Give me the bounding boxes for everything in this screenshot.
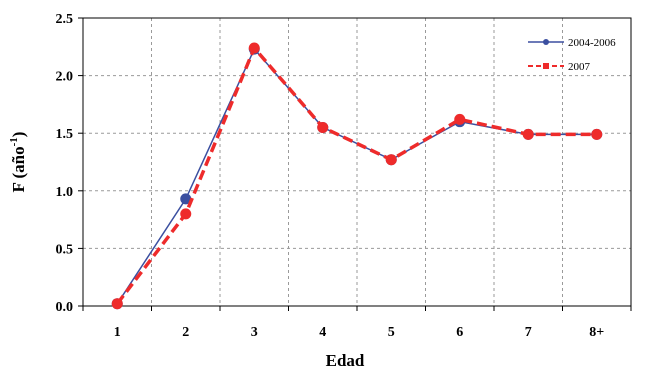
data-point — [180, 208, 192, 220]
x-tick-label: 2 — [182, 325, 189, 340]
series-2007 — [111, 42, 603, 310]
x-tick-labels: 1 2 3 4 5 6 7 8+ — [82, 306, 632, 340]
data-point — [454, 113, 466, 125]
y-tick-labels: 0.0 0.5 1.0 1.5 2.0 2.5 — [56, 12, 83, 315]
series-line — [115, 44, 597, 305]
y-tick-label: 1.0 — [56, 185, 74, 200]
legend-label: 2004-2006 — [568, 37, 616, 49]
series-lines — [111, 42, 603, 310]
data-point — [248, 42, 260, 54]
grid-lines — [83, 18, 631, 306]
x-axis-title: Edad — [326, 351, 365, 370]
y-tick-label: 0.5 — [56, 242, 74, 257]
y-axis-title: F (año-1) — [8, 132, 28, 193]
data-point — [385, 154, 397, 166]
x-tick-label: 7 — [525, 325, 532, 340]
legend-item: 2007 — [528, 61, 591, 73]
x-tick-label: 4 — [319, 325, 326, 340]
x-tick-label: 6 — [456, 325, 463, 340]
y-axis-title-superscript: -1 — [8, 137, 20, 146]
x-tick-label: 3 — [251, 325, 258, 340]
data-point — [317, 121, 329, 133]
y-axis-title-close: ) — [9, 132, 28, 138]
y-tick-label: 2.5 — [56, 12, 74, 27]
legend: 2004-2006 2007 — [528, 37, 616, 73]
y-tick-label: 2.0 — [56, 70, 74, 85]
data-point — [180, 193, 192, 205]
x-tick-label: 8+ — [589, 325, 604, 340]
y-tick-label: 0.0 — [56, 300, 74, 315]
y-tick-label: 1.5 — [56, 127, 74, 142]
data-point — [111, 298, 123, 310]
y-axis-title-main: F (año — [9, 146, 28, 192]
x-tick-label: 1 — [114, 325, 121, 340]
legend-label: 2007 — [568, 61, 591, 73]
legend-marker — [543, 63, 549, 69]
legend-marker — [543, 39, 549, 45]
data-point — [522, 128, 534, 140]
legend-item: 2004-2006 — [528, 37, 616, 49]
x-tick-label: 5 — [388, 325, 395, 340]
data-point — [591, 128, 603, 140]
